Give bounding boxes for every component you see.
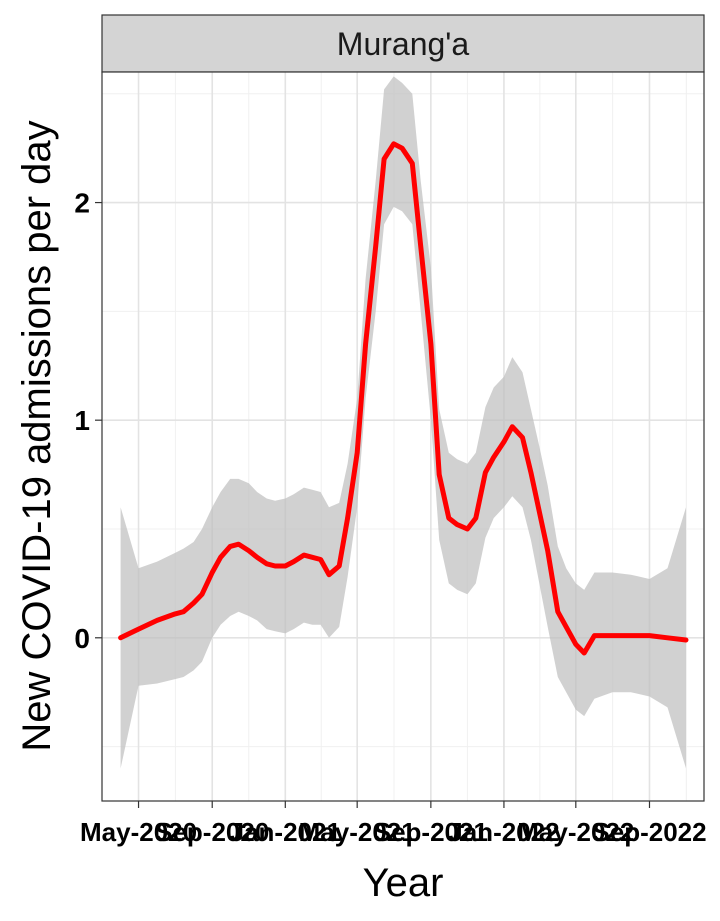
y-axis-title: New COVID-19 admissions per day — [15, 120, 59, 751]
y-tick-label: 2 — [74, 188, 90, 219]
x-tick-label: Sep-2021 — [374, 817, 488, 847]
x-axis: May-2020Sep-2020Jan-2021May-2021Sep-2021… — [80, 801, 707, 847]
facet-strip — [101, 14, 705, 73]
x-tick-label: May-2022 — [517, 817, 634, 847]
x-tick-label: Jan-2021 — [230, 817, 341, 847]
x-tick-label: Jan-2022 — [448, 817, 559, 847]
line-layer — [118, 141, 689, 656]
y-tick-label: 0 — [74, 623, 90, 654]
x-axis-title: Year — [363, 861, 444, 905]
confidence-ribbon — [120, 76, 687, 769]
facet-label: Murang'a — [337, 26, 470, 62]
y-axis: 0 1 2 — [74, 188, 102, 654]
x-tick-label: May-2020 — [80, 817, 197, 847]
panel-border — [101, 71, 705, 802]
x-tick-label: Sep-2020 — [155, 817, 269, 847]
ribbon-layer — [120, 76, 687, 769]
admissions-line — [118, 141, 689, 656]
x-tick-label: Sep-2022 — [592, 817, 706, 847]
x-tick-label: May-2021 — [299, 817, 416, 847]
y-tick-label: 1 — [74, 405, 90, 436]
